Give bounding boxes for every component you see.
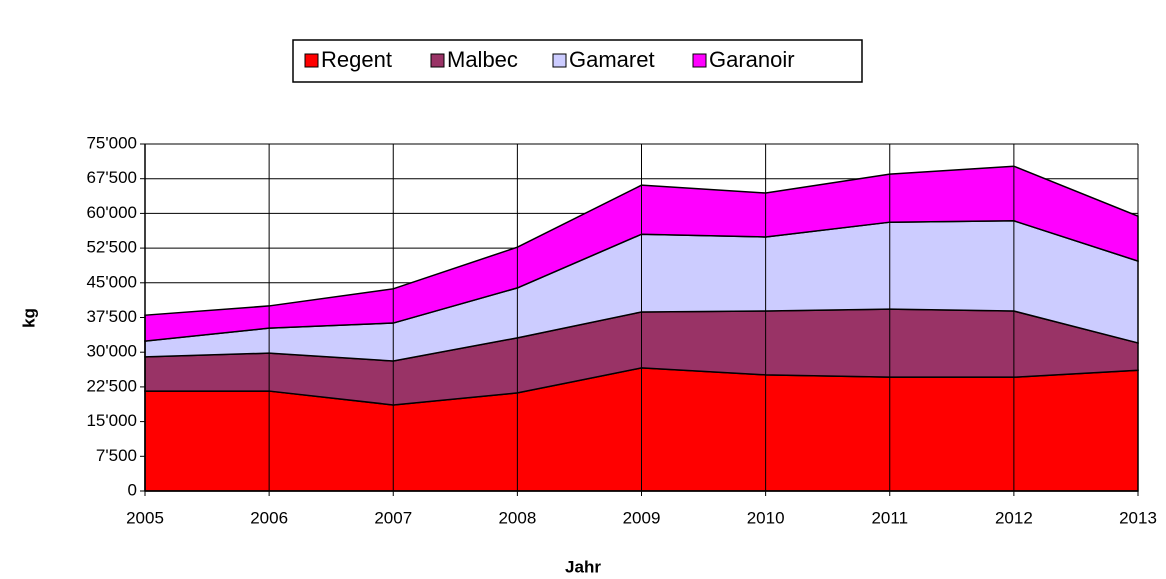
legend-label: Malbec [447,47,518,72]
y-tick-label: 75'000 [86,133,137,152]
legend-label: Gamaret [569,47,655,72]
y-axis-label: kg [19,308,38,328]
legend-label: Garanoir [709,47,795,72]
x-tick-label: 2011 [871,508,908,527]
legend-swatch [304,53,319,68]
x-tick-label: 2008 [498,508,536,527]
y-tick-label: 67'500 [86,168,137,187]
legend-box [292,39,863,83]
y-tick-label: 15'000 [86,411,137,430]
legend-label: Regent [321,47,392,72]
y-tick-label: 30'000 [86,342,137,361]
y-tick-label: 0 [128,480,137,499]
x-tick-label: 2009 [623,508,661,527]
y-tick-label: 52'500 [86,238,137,257]
y-tick-label: 37'500 [86,307,137,326]
x-tick-label: 2012 [995,508,1033,527]
y-tick-label: 22'500 [86,376,137,395]
legend-swatch [430,53,445,68]
x-tick-label: 2006 [250,508,288,527]
y-tick-label: 60'000 [86,203,137,222]
y-tick-label: 7'500 [96,446,137,465]
legend-swatch [552,53,567,68]
legend-swatch [692,53,707,68]
x-tick-label: 2010 [747,508,785,527]
y-tick-label: 45'000 [86,272,137,291]
x-axis-label: Jahr [565,557,601,576]
x-tick-label: 2013 [1119,508,1157,527]
x-tick-label: 2007 [374,508,412,527]
x-tick-label: 2005 [126,508,164,527]
